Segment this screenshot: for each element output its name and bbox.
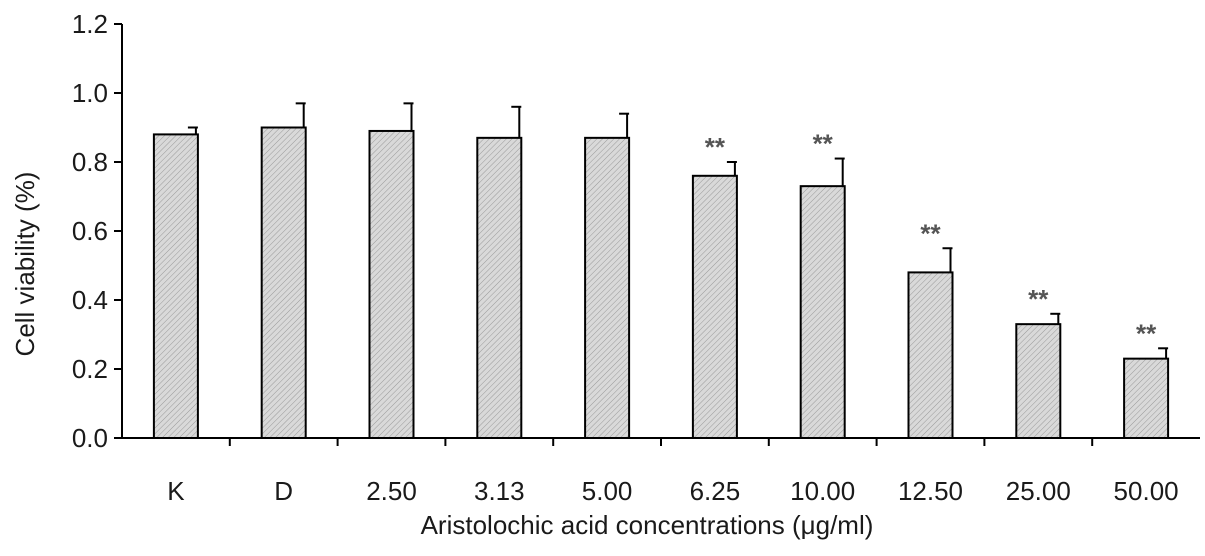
y-tick-label: 0.8 [72, 147, 108, 177]
significance-marker: ** [1028, 284, 1049, 314]
y-tick-label: 0.0 [72, 423, 108, 453]
bar [907, 271, 954, 439]
y-tick-label: 1.2 [72, 9, 108, 39]
x-tick-label: 3.13 [474, 476, 525, 506]
x-tick-label: K [167, 476, 185, 506]
x-tick-label: D [274, 476, 293, 506]
bar [152, 133, 199, 439]
error-bar [511, 105, 522, 138]
bar [584, 136, 631, 439]
error-bars [187, 102, 1169, 359]
error-bar [834, 157, 845, 187]
x-tick-label: 6.25 [690, 476, 741, 506]
error-bar [403, 102, 414, 131]
y-axis-title: Cell viability (%) [10, 172, 40, 357]
significance-marker: ** [920, 218, 941, 248]
bars [152, 126, 1170, 440]
y-axis-ticks: 0.0 0.2 0.4 0.6 0.8 1.0 1.2 [72, 9, 122, 453]
error-bar [187, 126, 198, 135]
y-tick-label: 1.0 [72, 78, 108, 108]
error-bar [295, 102, 306, 128]
x-tick-label: 5.00 [582, 476, 633, 506]
x-tick-label: 50.00 [1114, 476, 1179, 506]
x-axis-ticks: K D 2.50 3.13 5.00 6.25 10.00 12.50 25.00 50.00 [167, 438, 1179, 506]
y-tick-label: 0.2 [72, 354, 108, 384]
bar [368, 129, 415, 439]
significance-marker: ** [1136, 318, 1157, 348]
significance-markers: ** ** ** ** ** [705, 129, 1157, 349]
y-tick-label: 0.6 [72, 216, 108, 246]
error-bar [619, 112, 630, 138]
error-bar [726, 161, 737, 176]
bar [1123, 357, 1170, 439]
x-tick-label: 2.50 [366, 476, 417, 506]
x-tick-label: 10.00 [790, 476, 855, 506]
bar [476, 136, 523, 439]
bar [691, 174, 738, 440]
error-bar [942, 247, 953, 273]
bar [260, 126, 307, 439]
error-bar [1050, 312, 1061, 325]
bar [799, 185, 846, 439]
significance-marker: ** [813, 129, 834, 159]
error-bar [1158, 347, 1169, 359]
x-tick-label: 12.50 [898, 476, 963, 506]
x-tick-label: 25.00 [1006, 476, 1071, 506]
significance-marker: ** [705, 132, 726, 162]
bar [1015, 323, 1062, 439]
y-tick-label: 0.4 [72, 285, 108, 315]
x-axis-title: Aristolochic acid concentrations (μg/ml) [421, 510, 874, 540]
